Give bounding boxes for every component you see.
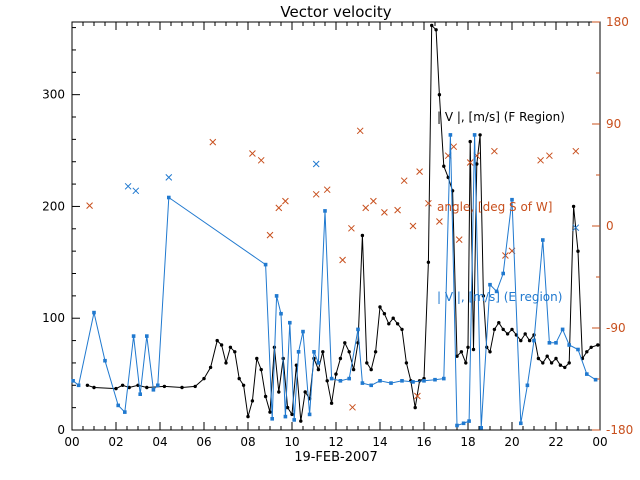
chart-title: Vector velocity: [280, 3, 392, 21]
legend-item-angle: angle, [deg S of W]: [437, 200, 553, 214]
chart-legend: | V |, [m/s] (F Region) angle, [deg S of…: [437, 42, 565, 372]
svg-text:08: 08: [240, 435, 255, 449]
svg-text:04: 04: [152, 435, 167, 449]
svg-text:200: 200: [42, 199, 65, 213]
legend-item-e-region-velocity: | V |, [m/s] (E region): [437, 290, 563, 304]
svg-text:0: 0: [606, 219, 614, 233]
svg-text:180: 180: [606, 15, 629, 29]
svg-text:100: 100: [42, 311, 65, 325]
svg-text:-180: -180: [606, 423, 633, 437]
svg-text:300: 300: [42, 88, 65, 102]
svg-text:02: 02: [108, 435, 123, 449]
svg-text:00: 00: [592, 435, 607, 449]
svg-text:16: 16: [416, 435, 431, 449]
svg-text:14: 14: [372, 435, 387, 449]
svg-text:06: 06: [196, 435, 211, 449]
svg-text:-90: -90: [606, 321, 626, 335]
svg-text:12: 12: [328, 435, 343, 449]
svg-text:0: 0: [57, 423, 65, 437]
legend-item-f-region-velocity: | V |, [m/s] (F Region): [437, 110, 565, 124]
svg-text:90: 90: [606, 117, 621, 131]
svg-text:20: 20: [504, 435, 519, 449]
svg-text:18: 18: [460, 435, 475, 449]
x-axis-label: 19-FEB-2007: [294, 450, 378, 465]
svg-text:22: 22: [548, 435, 563, 449]
svg-text:00: 00: [64, 435, 79, 449]
svg-text:10: 10: [284, 435, 299, 449]
